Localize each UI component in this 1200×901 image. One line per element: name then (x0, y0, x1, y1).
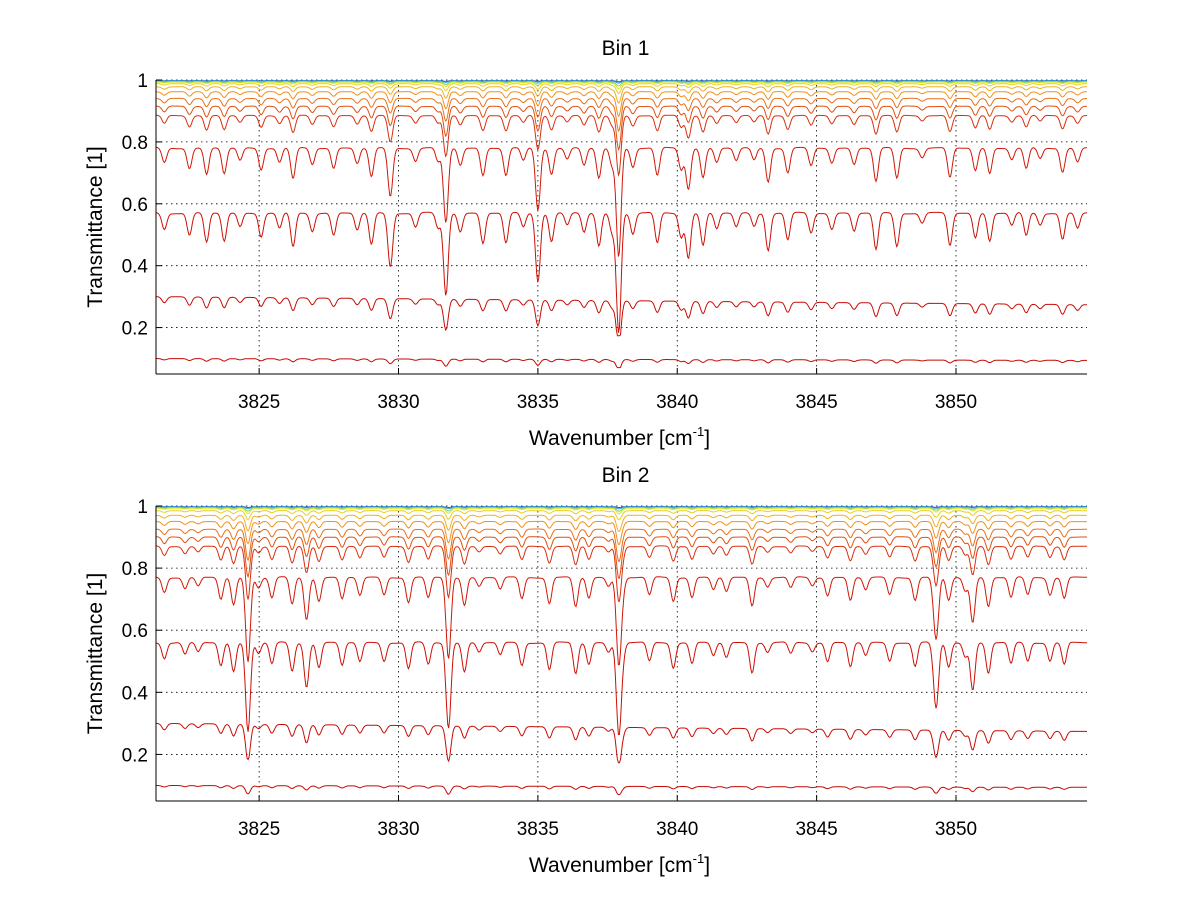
x-tick-label: 3840 (656, 392, 698, 413)
x-axis-label-text: Wavenumber [cm (529, 854, 693, 877)
y-tick-label: 1 (137, 497, 148, 518)
y-tick-label: 0.2 (122, 319, 148, 340)
series-line-13 (156, 722, 1087, 764)
x-tick-label: 3825 (238, 392, 280, 413)
y-tick-label: 0.4 (122, 683, 149, 704)
series-line-3 (156, 80, 1087, 87)
x-tick-label: 3845 (795, 392, 837, 413)
series-line-4 (156, 507, 1087, 515)
series-line-8 (156, 97, 1087, 133)
series-line-8 (156, 528, 1087, 562)
y-tick-label: 0.8 (122, 133, 148, 154)
x-axis-label: Wavenumber [cm-1] (529, 851, 710, 877)
x-tick-label: 3825 (238, 819, 280, 840)
subplot-bin-2: 3825 3830 3835 3840 3845 3850 0.2 0.4 0.6 0.8 1 Bin… (84, 464, 1087, 877)
series-line-9 (156, 105, 1087, 152)
x-tick-label: 3845 (795, 819, 837, 840)
y-tick-label: 0.6 (122, 621, 148, 642)
x-axis-label-end: ] (704, 427, 710, 450)
series-line-11 (156, 576, 1087, 666)
series-line-7 (156, 91, 1087, 118)
x-tick-label: 3840 (656, 819, 698, 840)
series-line-6 (156, 514, 1087, 532)
series-group (156, 506, 1087, 796)
series-line-14 (156, 785, 1087, 796)
y-tick-label: 0.2 (122, 745, 148, 766)
series-line-11 (156, 146, 1087, 257)
series-line-6 (156, 86, 1087, 104)
chart-title: Bin 1 (602, 37, 650, 60)
series-line-10 (156, 114, 1087, 178)
x-axis-label-end: ] (704, 854, 710, 877)
x-tick-label: 3830 (377, 392, 419, 413)
x-axis-label: Wavenumber [cm-1] (529, 424, 710, 450)
series-line-5 (156, 83, 1087, 95)
series-line-9 (156, 536, 1087, 579)
series-line-5 (156, 510, 1087, 521)
x-tick-label: 3835 (517, 819, 559, 840)
y-tick-label: 0.8 (122, 559, 148, 580)
series-line-13 (156, 296, 1087, 337)
x-tick-label: 3835 (517, 392, 559, 413)
series-line-2 (156, 506, 1087, 510)
y-axis-label: Transmittance [1] (84, 573, 107, 734)
y-tick-label: 0.6 (122, 195, 148, 216)
series-line-3 (156, 507, 1087, 512)
x-axis-label-sup: -1 (693, 424, 705, 439)
subplot-bin-1: 3825 3830 3835 3840 3845 3850 0.2 0.4 0.6 0.8 1 Bin… (84, 37, 1087, 450)
x-axis-label-text: Wavenumber [cm (529, 427, 693, 450)
chart-title: Bin 2 (602, 464, 650, 487)
y-axis-label: Transmittance [1] (84, 146, 107, 307)
series-group (156, 80, 1087, 369)
y-tick-label: 0.4 (122, 257, 149, 278)
series-line-14 (156, 358, 1087, 369)
series-line-12 (156, 211, 1087, 333)
y-tick-label: 1 (137, 71, 148, 92)
series-line-12 (156, 641, 1087, 735)
series-line-10 (156, 545, 1087, 602)
x-tick-label: 3850 (935, 819, 977, 840)
x-tick-label: 3830 (377, 819, 419, 840)
x-tick-label: 3850 (935, 392, 977, 413)
series-line-7 (156, 520, 1087, 545)
series-line-2 (156, 80, 1087, 84)
x-axis-label-sup: -1 (693, 851, 705, 866)
series-line-4 (156, 81, 1087, 90)
